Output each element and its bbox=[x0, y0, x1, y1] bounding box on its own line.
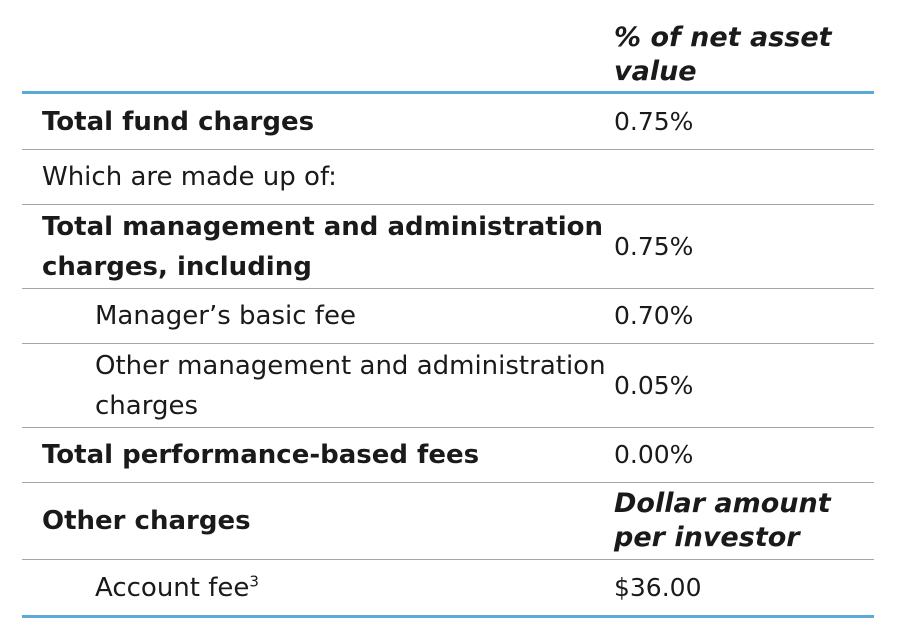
table-row-performance-fees: Total performance-based fees 0.00% bbox=[22, 428, 874, 483]
row-label: Other management and administration char… bbox=[95, 350, 606, 421]
row-label: Manager’s basic fee bbox=[95, 301, 356, 331]
row-label: Account fee3 bbox=[22, 568, 614, 608]
table-row-total-management-charges: Total management and administration char… bbox=[22, 205, 874, 289]
table-row-other-charges: Other charges Dollar amount per investor bbox=[22, 483, 874, 560]
row-label: Which are made up of: bbox=[42, 162, 337, 192]
row-value: 0.75% bbox=[614, 106, 694, 136]
row-label: Total fund charges bbox=[42, 106, 315, 137]
row-label: Total performance-based fees bbox=[42, 440, 480, 470]
table-row-manager-basic-fee: Manager’s basic fee 0.70% bbox=[22, 289, 874, 344]
table-row-total-fund-charges: Total fund charges 0.75% bbox=[22, 94, 874, 150]
footnote-marker: 3 bbox=[249, 571, 259, 590]
row-value: 0.00% bbox=[614, 440, 694, 469]
fund-charges-table: % of net asset value Total fund charges … bbox=[22, 0, 874, 618]
row-value: 0.05% bbox=[614, 370, 694, 400]
row-value: $36.00 bbox=[614, 572, 702, 602]
row-label: Other charges bbox=[42, 506, 251, 536]
row-value: 0.70% bbox=[614, 301, 694, 330]
table-row-account-fee: Account fee3 $36.00 bbox=[22, 560, 874, 618]
table-row-other-management-charges: Other management and administration char… bbox=[22, 344, 874, 428]
row-value: Dollar amount per investor bbox=[614, 488, 831, 553]
table-row-made-up-of: Which are made up of: bbox=[22, 150, 874, 205]
row-value: 0.75% bbox=[614, 231, 694, 261]
row-label-text: Account fee bbox=[95, 572, 250, 603]
header-value-cell: % of net asset value bbox=[614, 22, 832, 87]
table-header-row: % of net asset value bbox=[22, 0, 874, 94]
row-label: Total management and administration char… bbox=[42, 211, 604, 282]
